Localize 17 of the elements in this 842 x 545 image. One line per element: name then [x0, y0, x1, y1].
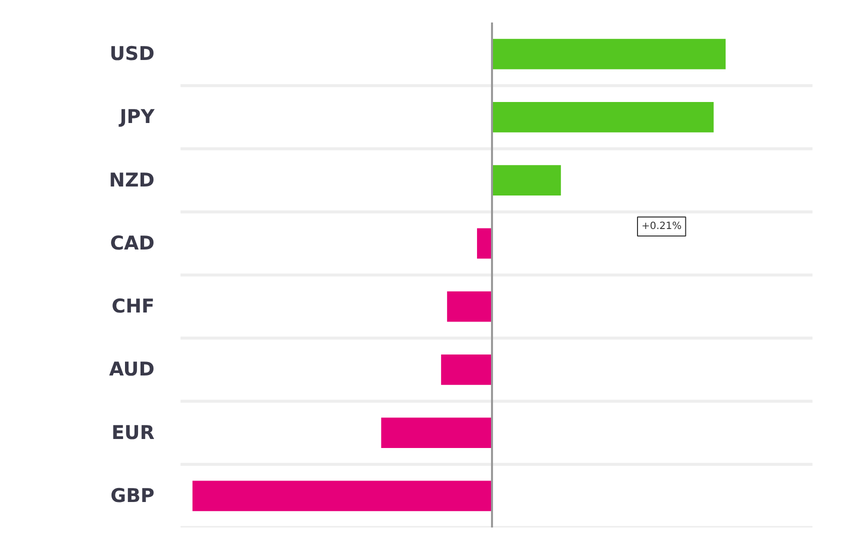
bar: [492, 102, 714, 132]
y-tick-label: CHF: [112, 296, 155, 318]
bar: [492, 38, 726, 70]
bar: [441, 354, 492, 385]
bar: [192, 480, 492, 512]
y-tick-label: USD: [110, 43, 155, 66]
bar: [381, 418, 492, 448]
annotation: +0.21%: [642, 221, 682, 232]
bar: [447, 291, 492, 322]
y-tick-label: AUD: [109, 358, 155, 381]
y-tick-label: NZD: [109, 169, 155, 192]
bar: [477, 228, 492, 259]
y-tick-label: JPY: [118, 106, 155, 128]
y-tick-label: CAD: [110, 232, 154, 254]
y-tick-label: EUR: [111, 422, 155, 444]
bar: [492, 165, 561, 196]
y-tick-label: GBP: [110, 484, 155, 507]
